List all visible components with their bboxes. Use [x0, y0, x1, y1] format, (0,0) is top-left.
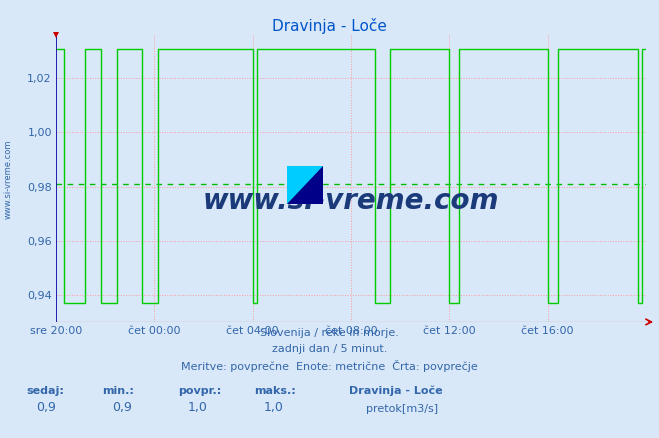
Text: sedaj:: sedaj:	[26, 386, 64, 396]
Text: 1,0: 1,0	[188, 401, 208, 414]
Text: zadnji dan / 5 minut.: zadnji dan / 5 minut.	[272, 344, 387, 354]
Polygon shape	[287, 166, 323, 204]
Text: maks.:: maks.:	[254, 386, 295, 396]
Text: www.si-vreme.com: www.si-vreme.com	[3, 140, 13, 219]
Text: min.:: min.:	[102, 386, 134, 396]
Polygon shape	[287, 166, 323, 204]
Text: www.si-vreme.com: www.si-vreme.com	[203, 187, 499, 215]
Text: Dravinja - Loče: Dravinja - Loče	[272, 18, 387, 35]
Text: 0,9: 0,9	[112, 401, 132, 414]
Text: Dravinja - Loče: Dravinja - Loče	[349, 386, 443, 396]
Text: 1,0: 1,0	[264, 401, 283, 414]
Text: povpr.:: povpr.:	[178, 386, 221, 396]
Text: 0,9: 0,9	[36, 401, 56, 414]
Text: pretok[m3/s]: pretok[m3/s]	[366, 404, 438, 414]
Text: Slovenija / reke in morje.: Slovenija / reke in morje.	[260, 328, 399, 339]
Text: Meritve: povprečne  Enote: metrične  Črta: povprečje: Meritve: povprečne Enote: metrične Črta:…	[181, 360, 478, 372]
